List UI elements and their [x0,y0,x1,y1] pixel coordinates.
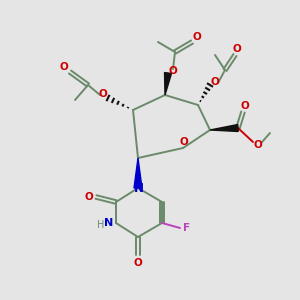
Text: H: H [97,220,105,230]
Polygon shape [164,73,172,95]
Text: N: N [104,218,114,228]
Text: O: O [60,62,68,72]
Text: O: O [241,101,249,111]
Text: O: O [134,258,142,268]
Polygon shape [134,158,142,188]
Text: O: O [99,89,107,99]
Text: F: F [183,223,190,233]
Text: O: O [85,192,93,202]
Text: O: O [193,32,201,42]
Text: O: O [254,140,262,150]
Text: O: O [232,44,242,54]
Text: O: O [180,137,188,147]
Text: N: N [134,182,144,196]
Text: O: O [169,66,177,76]
Text: O: O [211,77,219,87]
Polygon shape [210,124,238,131]
